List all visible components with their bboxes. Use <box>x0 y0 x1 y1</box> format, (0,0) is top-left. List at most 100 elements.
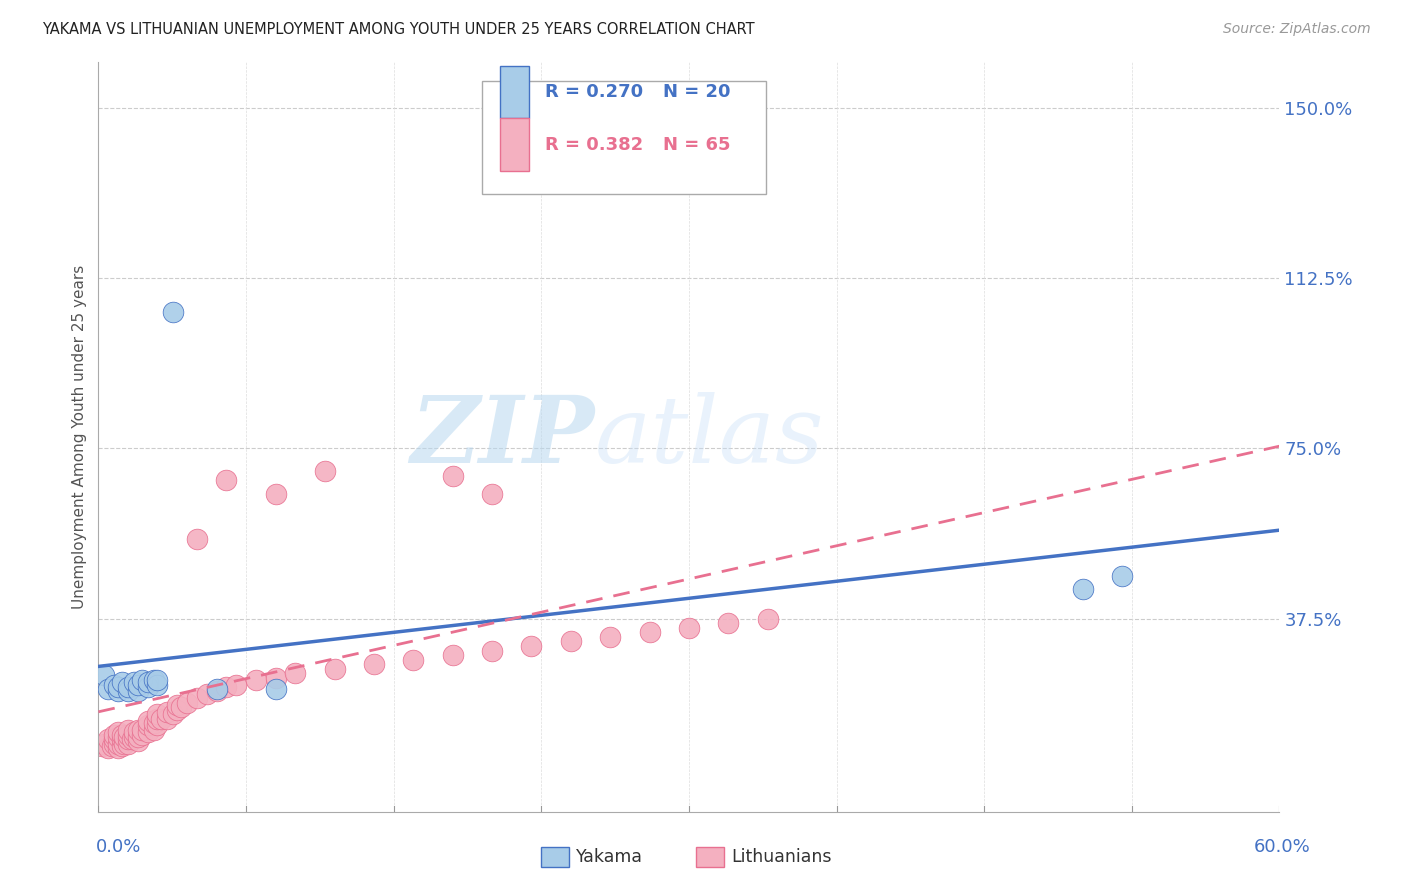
Point <box>111 739 134 753</box>
Point <box>117 732 139 747</box>
Text: R = 0.270: R = 0.270 <box>546 83 643 102</box>
Text: N = 65: N = 65 <box>664 136 731 153</box>
Point <box>560 634 582 648</box>
Point <box>112 737 135 751</box>
Point <box>142 673 165 687</box>
Point <box>127 730 149 744</box>
Point <box>107 741 129 756</box>
Point <box>131 723 153 737</box>
Point <box>717 616 740 631</box>
Point <box>186 691 208 706</box>
Text: YAKAMA VS LITHUANIAN UNEMPLOYMENT AMONG YOUTH UNDER 25 YEARS CORRELATION CHART: YAKAMA VS LITHUANIAN UNEMPLOYMENT AMONG … <box>42 22 755 37</box>
Point <box>131 727 153 741</box>
Point <box>101 739 124 753</box>
Point <box>225 677 247 691</box>
Y-axis label: Unemployment Among Youth under 25 years: Unemployment Among Youth under 25 years <box>72 265 87 609</box>
Point <box>136 714 159 728</box>
Point <box>146 677 169 691</box>
Point <box>136 680 159 694</box>
Point <box>678 621 700 635</box>
Point <box>111 732 134 747</box>
Point <box>122 730 145 744</box>
Point <box>107 680 129 694</box>
Point <box>146 707 169 722</box>
Text: Source: ZipAtlas.com: Source: ZipAtlas.com <box>1223 22 1371 37</box>
Point <box>323 662 346 676</box>
Point <box>127 734 149 748</box>
Point <box>215 473 238 487</box>
Text: 60.0%: 60.0% <box>1254 838 1310 855</box>
Point <box>599 630 621 644</box>
Point <box>117 684 139 698</box>
Point <box>264 682 287 697</box>
Point <box>756 612 779 626</box>
Point <box>162 707 184 722</box>
Point <box>93 668 115 682</box>
Point <box>638 625 661 640</box>
Text: N = 20: N = 20 <box>664 83 731 102</box>
Point <box>103 677 125 691</box>
Point <box>481 643 503 657</box>
Point <box>136 675 159 690</box>
Point <box>117 737 139 751</box>
Point <box>215 680 238 694</box>
Text: Lithuanians: Lithuanians <box>731 848 831 866</box>
Point <box>122 675 145 690</box>
Point <box>107 737 129 751</box>
Point <box>245 673 267 687</box>
Point <box>121 732 143 747</box>
Point <box>156 705 179 719</box>
Text: 0.0%: 0.0% <box>96 838 141 855</box>
Point <box>117 727 139 741</box>
Point <box>146 712 169 726</box>
Point <box>107 725 129 739</box>
Point <box>176 696 198 710</box>
Point <box>103 737 125 751</box>
FancyBboxPatch shape <box>501 119 530 171</box>
Point <box>284 666 307 681</box>
Point <box>186 533 208 547</box>
Point <box>111 675 134 690</box>
Text: atlas: atlas <box>595 392 824 482</box>
Point <box>195 687 218 701</box>
Point <box>127 684 149 698</box>
Point <box>441 648 464 662</box>
Point <box>112 730 135 744</box>
Point <box>1111 568 1133 582</box>
Point <box>142 723 165 737</box>
Point <box>93 737 115 751</box>
Point <box>1071 582 1094 597</box>
Point <box>264 671 287 685</box>
Point <box>441 468 464 483</box>
Point <box>314 464 336 478</box>
Point <box>146 718 169 732</box>
Point <box>127 723 149 737</box>
Point <box>170 700 193 714</box>
Point <box>97 741 120 756</box>
Text: Yakama: Yakama <box>576 848 644 866</box>
Point <box>264 487 287 501</box>
Point <box>166 698 188 712</box>
FancyBboxPatch shape <box>482 81 766 194</box>
Point <box>107 730 129 744</box>
Text: ZIP: ZIP <box>411 392 595 482</box>
Point <box>107 684 129 698</box>
Point <box>97 682 120 697</box>
FancyBboxPatch shape <box>501 66 530 119</box>
Point <box>122 725 145 739</box>
Point <box>136 725 159 739</box>
Point <box>103 732 125 747</box>
Point <box>136 718 159 732</box>
Point <box>520 639 543 653</box>
Point <box>103 727 125 741</box>
Point <box>402 652 425 666</box>
Point <box>205 684 228 698</box>
Point <box>162 305 184 319</box>
Point <box>97 732 120 747</box>
Point <box>91 739 114 753</box>
Point <box>117 680 139 694</box>
Point <box>156 712 179 726</box>
Point <box>117 723 139 737</box>
Point <box>481 487 503 501</box>
Point <box>166 702 188 716</box>
